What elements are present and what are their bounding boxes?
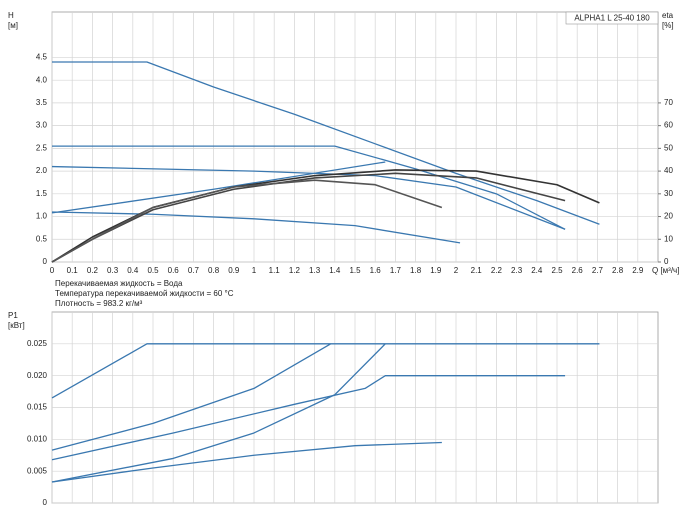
curve: [51, 343, 600, 399]
x-tick-label: 1.4: [329, 266, 341, 275]
y-tick-label: 1.5: [36, 189, 48, 198]
y-tick-label: 2.0: [36, 166, 48, 175]
curve: [51, 343, 386, 483]
y2-tick-label: 30: [664, 189, 673, 198]
x-tick-label: 0.1: [67, 266, 79, 275]
x-tick-label: 0.3: [107, 266, 119, 275]
y2-tick-label: 10: [664, 234, 673, 243]
y-tick-label: 0.025: [27, 339, 48, 348]
y-tick-label: 0: [43, 498, 48, 507]
x-tick-label: 0.9: [228, 266, 240, 275]
curve: [51, 441, 442, 483]
curve: [51, 179, 443, 263]
x-tick-label: 1.9: [430, 266, 442, 275]
y2-tick-label: 70: [664, 98, 673, 107]
x-tick-label: 1: [252, 266, 257, 275]
y-tick-label: 0.010: [27, 434, 48, 443]
curve: [51, 343, 332, 451]
curve: [51, 165, 566, 230]
x-tick-label: 1.5: [349, 266, 361, 275]
x-tick-label: 0.5: [147, 266, 159, 275]
curve: [51, 169, 600, 263]
y2-axis-unit: [%]: [662, 21, 674, 30]
y-tick-label: 0.015: [27, 403, 48, 412]
note: Перекачиваемая жидкость = Вода: [55, 279, 183, 288]
x-tick-label: 1.1: [269, 266, 281, 275]
x-tick-label: 0.6: [168, 266, 180, 275]
y2-tick-label: 0: [664, 257, 669, 266]
curve: [51, 161, 386, 214]
x-tick-label: 2.7: [592, 266, 604, 275]
curve: [51, 211, 461, 244]
y-tick-label: 3.5: [36, 98, 48, 107]
y2-tick-label: 40: [664, 166, 673, 175]
y-tick-label: 3.0: [36, 121, 48, 130]
x-tick-label: 2.9: [632, 266, 644, 275]
x-tick-label: 2.1: [471, 266, 483, 275]
x-tick-label: 2: [454, 266, 459, 275]
x-tick-label: 2.8: [612, 266, 624, 275]
x-tick-label: 0: [50, 266, 55, 275]
y-tick-label: 2.5: [36, 143, 48, 152]
legend-text: ALPHA1 L 25-40 180: [574, 14, 650, 23]
x-tick-label: 1.2: [289, 266, 301, 275]
y2-tick-label: 50: [664, 143, 673, 152]
y-tick-label: 0.020: [27, 371, 48, 380]
y-tick-label: 4.0: [36, 75, 48, 84]
x-tick-label: 1.6: [370, 266, 382, 275]
y-tick-label: 4.5: [36, 53, 48, 62]
y-axis-unit: [кВт]: [8, 321, 25, 330]
x-tick-label: 2.5: [551, 266, 563, 275]
legend-box: [565, 11, 659, 25]
y2-tick-label: 20: [664, 212, 673, 221]
y-tick-label: 0.5: [36, 234, 48, 243]
x-tick-label: 0.7: [188, 266, 200, 275]
x-tick-label: 1.8: [410, 266, 422, 275]
y-axis-label: P1: [8, 311, 18, 320]
x-tick-label: 0.2: [87, 266, 99, 275]
x-tick-label: 1.3: [309, 266, 321, 275]
y2-axis-label: eta: [662, 11, 674, 20]
y-tick-label: 0: [43, 257, 48, 266]
x-tick-label: 2.3: [511, 266, 523, 275]
note: Температура перекачиваемой жидкости = 60…: [55, 289, 234, 298]
x-tick-label: 1.7: [390, 266, 402, 275]
note: Плотность = 983.2 кг/м³: [55, 299, 143, 308]
y-tick-label: 1.0: [36, 212, 48, 221]
y-axis-unit: [м]: [8, 21, 18, 30]
curve: [51, 375, 566, 461]
y-tick-label: 0.005: [27, 466, 48, 475]
x-axis-label: Q [м³/ч]: [652, 266, 679, 275]
x-tick-label: 2.6: [572, 266, 584, 275]
curve: [52, 145, 566, 230]
x-tick-label: 0.4: [127, 266, 139, 275]
y2-tick-label: 60: [664, 121, 673, 130]
x-tick-label: 2.2: [491, 266, 503, 275]
x-tick-label: 0.8: [208, 266, 220, 275]
y-axis-label: H: [8, 11, 14, 20]
curve: [52, 61, 600, 225]
x-tick-label: 2.4: [531, 266, 543, 275]
